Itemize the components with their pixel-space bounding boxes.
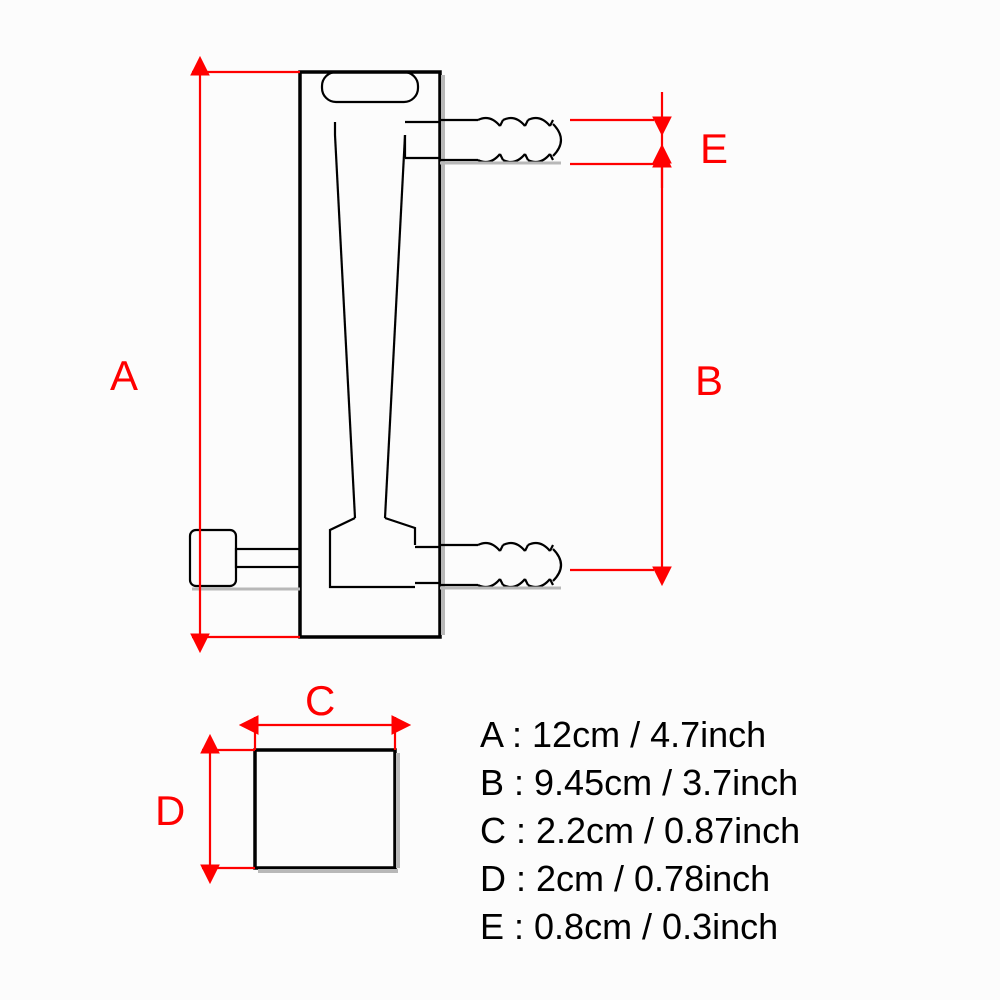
legend-line-B: B : 9.45cm / 3.7inch [480, 762, 798, 803]
legend-line-D: D : 2cm / 0.78inch [480, 858, 770, 899]
legend: A : 12cm / 4.7inch B : 9.45cm / 3.7inch C … [480, 714, 800, 947]
dim-label-A: A [110, 352, 138, 399]
legend-line-E: E : 0.8cm / 0.3inch [480, 906, 778, 947]
dim-label-C: C [305, 677, 335, 724]
dimension-diagram: A B E C D A : 12cm / 4.7inch B : 9.45cm / 3.7… [0, 0, 1000, 1000]
dim-label-E: E [700, 125, 728, 172]
legend-line-A: A : 12cm / 4.7inch [480, 714, 766, 755]
front-view [190, 72, 561, 637]
dim-label-D: D [155, 787, 185, 834]
legend-line-C: C : 2.2cm / 0.87inch [480, 810, 800, 851]
dim-label-B: B [695, 357, 723, 404]
bottom-view [255, 750, 398, 871]
